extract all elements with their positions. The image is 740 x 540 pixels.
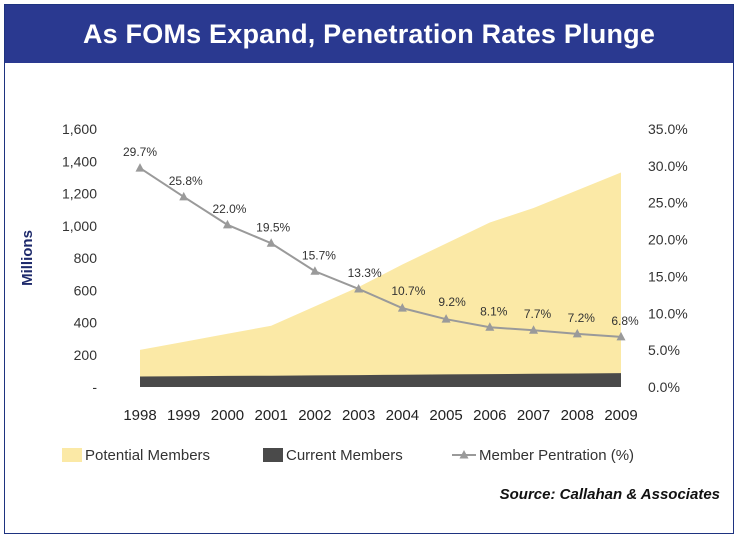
x-axis-tick-label: 1998 bbox=[123, 407, 156, 424]
penetration-data-label: 8.1% bbox=[480, 304, 508, 318]
penetration-point bbox=[222, 219, 232, 229]
y2-axis-tick-label: 0.0% bbox=[648, 379, 680, 395]
source-note: Source: Callahan & Associates bbox=[499, 486, 720, 503]
penetration-data-label: 7.7% bbox=[524, 307, 552, 321]
penetration-point bbox=[179, 191, 189, 201]
potential-members-area bbox=[140, 172, 621, 387]
penetration-data-label: 22.0% bbox=[212, 202, 246, 216]
penetration-data-label: 25.8% bbox=[169, 174, 203, 188]
x-axis-tick-label: 2002 bbox=[298, 407, 331, 424]
y2-axis-tick-label: 20.0% bbox=[648, 232, 688, 248]
x-axis-tick-label: 2001 bbox=[254, 407, 287, 424]
chart-title: As FOMs Expand, Penetration Rates Plunge bbox=[82, 18, 656, 49]
penetration-point bbox=[310, 266, 320, 275]
y-axis-tick-label: 1,200 bbox=[62, 186, 97, 202]
penetration-data-label: 13.3% bbox=[348, 266, 382, 280]
penetration-point bbox=[616, 331, 626, 341]
y-axis-tick-label: 200 bbox=[74, 347, 98, 363]
penetration-point bbox=[529, 325, 539, 334]
penetration-data-label: 6.8% bbox=[611, 314, 639, 328]
legend-marker-penetration bbox=[459, 450, 469, 459]
penetration-point bbox=[266, 238, 276, 247]
legend-label-penetration: Member Pentration (%) bbox=[479, 447, 634, 464]
y2-axis-tick-label: 5.0% bbox=[648, 342, 680, 358]
legend-swatch-current bbox=[263, 448, 283, 462]
penetration-point bbox=[135, 163, 145, 172]
penetration-line bbox=[139, 167, 622, 338]
x-axis-tick-label: 2005 bbox=[429, 407, 462, 424]
y-axis-tick-label: 600 bbox=[74, 282, 98, 298]
y2-axis-tick-label: 25.0% bbox=[648, 195, 688, 211]
penetration-point bbox=[397, 303, 407, 312]
x-axis-tick-label: 2006 bbox=[473, 407, 506, 424]
x-axis-tick-label: 2008 bbox=[561, 407, 594, 424]
y-axis-tick-label: 1,400 bbox=[62, 153, 97, 169]
x-axis-tick-label: 2003 bbox=[342, 407, 375, 424]
x-axis-tick-label: 2007 bbox=[517, 407, 550, 424]
x-axis-tick-label: 2009 bbox=[604, 407, 637, 424]
legend-label-potential: Potential Members bbox=[85, 447, 210, 464]
penetration-data-label: 10.7% bbox=[391, 284, 425, 298]
y-axis-tick-label: 400 bbox=[74, 315, 98, 331]
current-members-area bbox=[140, 373, 621, 387]
y-axis-tick-label: 1,600 bbox=[62, 121, 97, 137]
y-axis-tick-label: - bbox=[92, 379, 97, 395]
y2-axis-tick-label: 35.0% bbox=[648, 121, 688, 137]
penetration-data-label: 9.2% bbox=[438, 295, 466, 309]
x-axis-tick-label: 2004 bbox=[386, 407, 419, 424]
y2-axis-tick-label: 10.0% bbox=[648, 305, 688, 321]
penetration-point bbox=[572, 328, 582, 338]
penetration-point bbox=[485, 322, 495, 331]
penetration-data-label: 15.7% bbox=[302, 248, 336, 262]
y-axis-tick-label: 800 bbox=[74, 250, 98, 266]
penetration-point bbox=[354, 283, 364, 293]
penetration-data-label: 19.5% bbox=[256, 220, 290, 234]
x-axis-tick-label: 1999 bbox=[167, 407, 200, 424]
penetration-data-label: 29.7% bbox=[123, 145, 157, 159]
x-axis-tick-label: 2000 bbox=[211, 407, 244, 424]
penetration-point bbox=[441, 314, 451, 323]
y2-axis-tick-label: 30.0% bbox=[648, 158, 688, 174]
legend-label-current: Current Members bbox=[286, 447, 403, 464]
legend-swatch-potential bbox=[62, 448, 82, 462]
y-axis-tick-label: 1,000 bbox=[62, 218, 97, 234]
title-banner: As FOMs Expand, Penetration Rates Plunge bbox=[5, 5, 733, 63]
penetration-data-label: 7.2% bbox=[568, 311, 596, 325]
y2-axis-tick-label: 15.0% bbox=[648, 268, 688, 284]
y-axis-title: Millions bbox=[19, 230, 36, 286]
